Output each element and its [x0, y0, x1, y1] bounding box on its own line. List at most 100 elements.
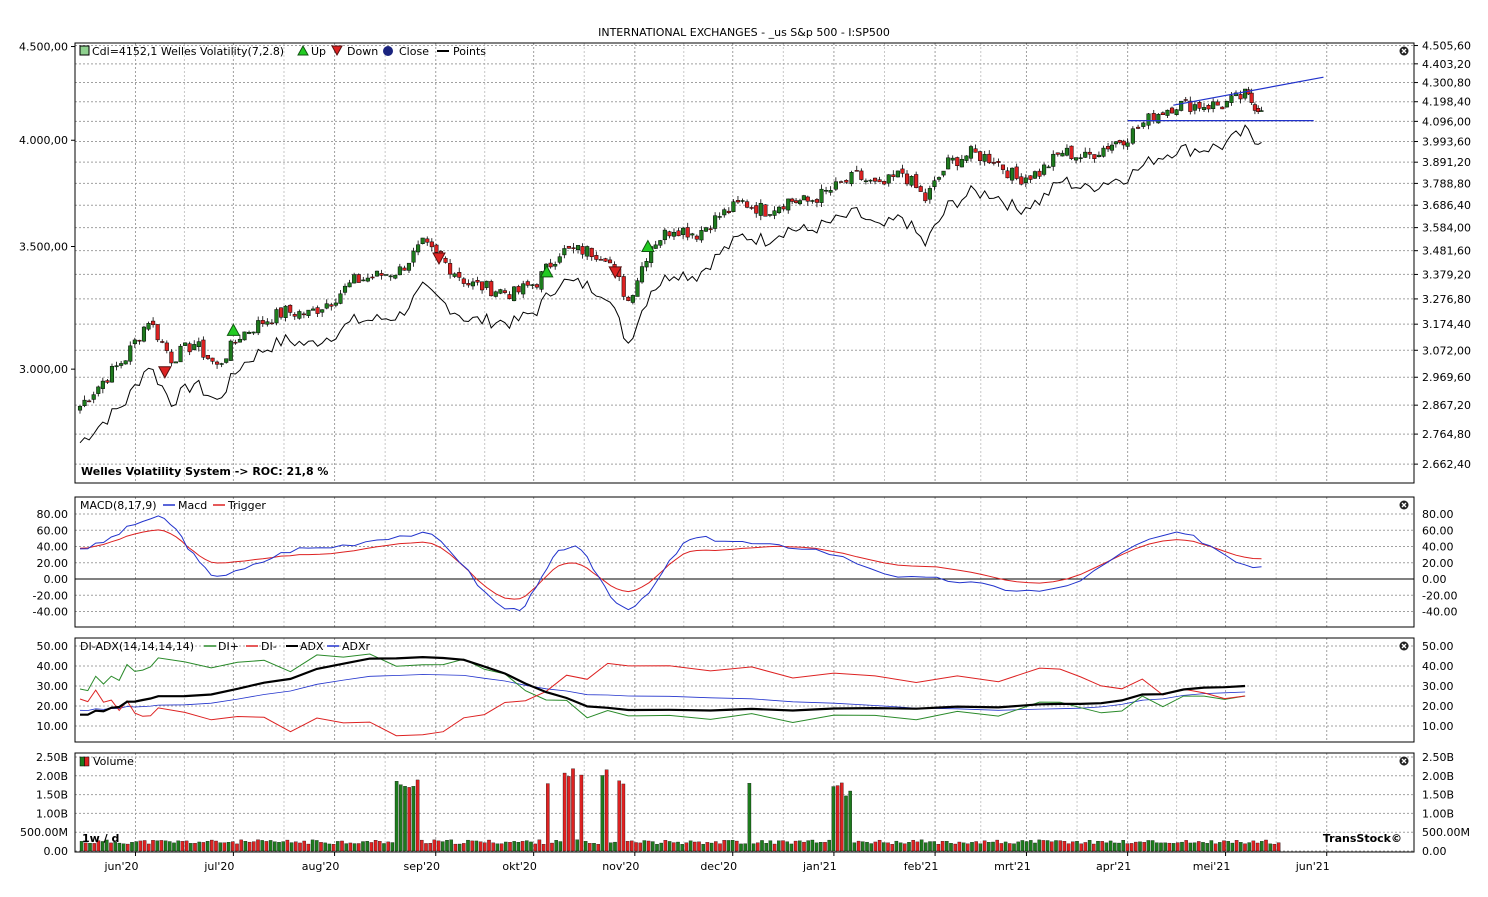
candle: [946, 157, 951, 170]
candle: [1060, 152, 1065, 157]
volume-bar: [957, 841, 962, 852]
volume-bar: [571, 768, 575, 852]
candle: [457, 272, 462, 278]
tick-label: 4.403,20: [1422, 58, 1471, 71]
volume-bar: [785, 841, 789, 852]
axis-ticks: 4.505,60 4.403,20 4.300,80 4.198,40 4.096,00…: [19, 40, 1471, 858]
candle: [1151, 113, 1156, 122]
close-icon[interactable]: [1399, 500, 1409, 510]
volume-bar: [1205, 843, 1209, 852]
candle: [927, 188, 932, 200]
volume-bar: [281, 841, 285, 852]
close-icon[interactable]: [1399, 641, 1409, 651]
volume-bar: [823, 842, 827, 852]
candle: [137, 339, 142, 342]
candle: [786, 198, 791, 211]
volume-bar: [667, 841, 672, 852]
macd-panel: [79, 515, 1262, 612]
volume-bar: [688, 840, 693, 852]
x-tick-label: mrt'21: [994, 860, 1031, 873]
candle: [310, 308, 316, 311]
tick-label: 1.50B: [36, 789, 68, 802]
volume-bar: [1251, 840, 1256, 852]
close-icon[interactable]: [1399, 756, 1409, 766]
candle: [228, 340, 233, 361]
candle: [685, 227, 690, 238]
volume-bar: [1066, 843, 1071, 852]
candle: [1130, 128, 1135, 144]
x-tick-label: jun'20: [103, 860, 138, 873]
candle: [1042, 164, 1047, 175]
tick-label: 3.500,00: [19, 240, 68, 253]
candle: [379, 273, 384, 276]
candle: [713, 215, 718, 229]
candle: [1121, 140, 1126, 146]
candle: [215, 361, 220, 365]
volume-bar: [449, 839, 453, 852]
candle: [653, 244, 658, 249]
candle: [201, 339, 206, 358]
candle: [146, 323, 151, 330]
tick-label: 30.00: [37, 680, 69, 693]
volume-bar: [226, 842, 231, 852]
candle: [1179, 100, 1184, 111]
legend-label: ADXr: [342, 640, 371, 653]
volume-bar: [764, 843, 768, 852]
volume-bar: [466, 839, 470, 852]
adx-line: [80, 655, 1246, 716]
legend-label: Down: [347, 45, 378, 58]
candle: [777, 206, 782, 213]
panel-frame: [74, 637, 1415, 743]
candle: [466, 283, 471, 286]
volume-bar: [462, 843, 466, 852]
volume-bar: [869, 843, 873, 852]
up-signal-marker: [539, 264, 554, 278]
volume-bar: [810, 839, 815, 852]
volume-bar: [1029, 840, 1033, 852]
volume-bar: [617, 780, 621, 852]
tick-label: 40.00: [37, 660, 69, 673]
volume-bar: [1121, 840, 1125, 852]
candle: [1064, 147, 1069, 156]
volume-bar: [756, 842, 760, 852]
volume-bar: [743, 843, 747, 852]
candle: [397, 266, 402, 276]
volume-bar: [953, 843, 957, 852]
tick-label: 20.00: [37, 700, 69, 713]
volume-bar: [579, 774, 584, 852]
volume-bar: [676, 841, 680, 852]
volume-bar: [256, 839, 260, 852]
candle: [859, 170, 864, 180]
x-tick-label: sep'20: [403, 860, 440, 873]
volume-bar: [205, 841, 210, 852]
candle: [781, 206, 786, 210]
candle: [109, 366, 115, 383]
close-icon[interactable]: [1399, 46, 1409, 56]
x-tick-label: apr'21: [1096, 860, 1131, 873]
volume-bar: [1037, 839, 1041, 852]
candle: [1256, 108, 1261, 112]
candle: [1101, 147, 1106, 157]
down-signal-marker: [432, 252, 446, 265]
volume-bar: [932, 841, 936, 852]
candle: [964, 155, 969, 161]
volume-bar: [760, 840, 764, 852]
volume-bar: [411, 786, 416, 852]
candle: [361, 279, 366, 282]
tick-label: 2.764,80: [1422, 428, 1471, 441]
tick-label: 3.174,40: [1422, 318, 1471, 331]
tick-label: 2.50B: [1422, 751, 1454, 764]
legend-label: ADX: [300, 640, 324, 653]
volume-bar: [138, 840, 143, 852]
volume-bar: [907, 842, 911, 852]
volume-bar: [730, 839, 735, 852]
candle: [87, 400, 92, 403]
candle: [475, 280, 480, 283]
x-tick-label: jan'21: [802, 860, 837, 873]
down-signal-marker: [158, 366, 172, 379]
candle: [607, 259, 613, 264]
volume-bar: [1079, 843, 1083, 852]
candle: [819, 188, 824, 203]
volume-bar: [1125, 843, 1130, 852]
volume-bar: [163, 840, 168, 852]
